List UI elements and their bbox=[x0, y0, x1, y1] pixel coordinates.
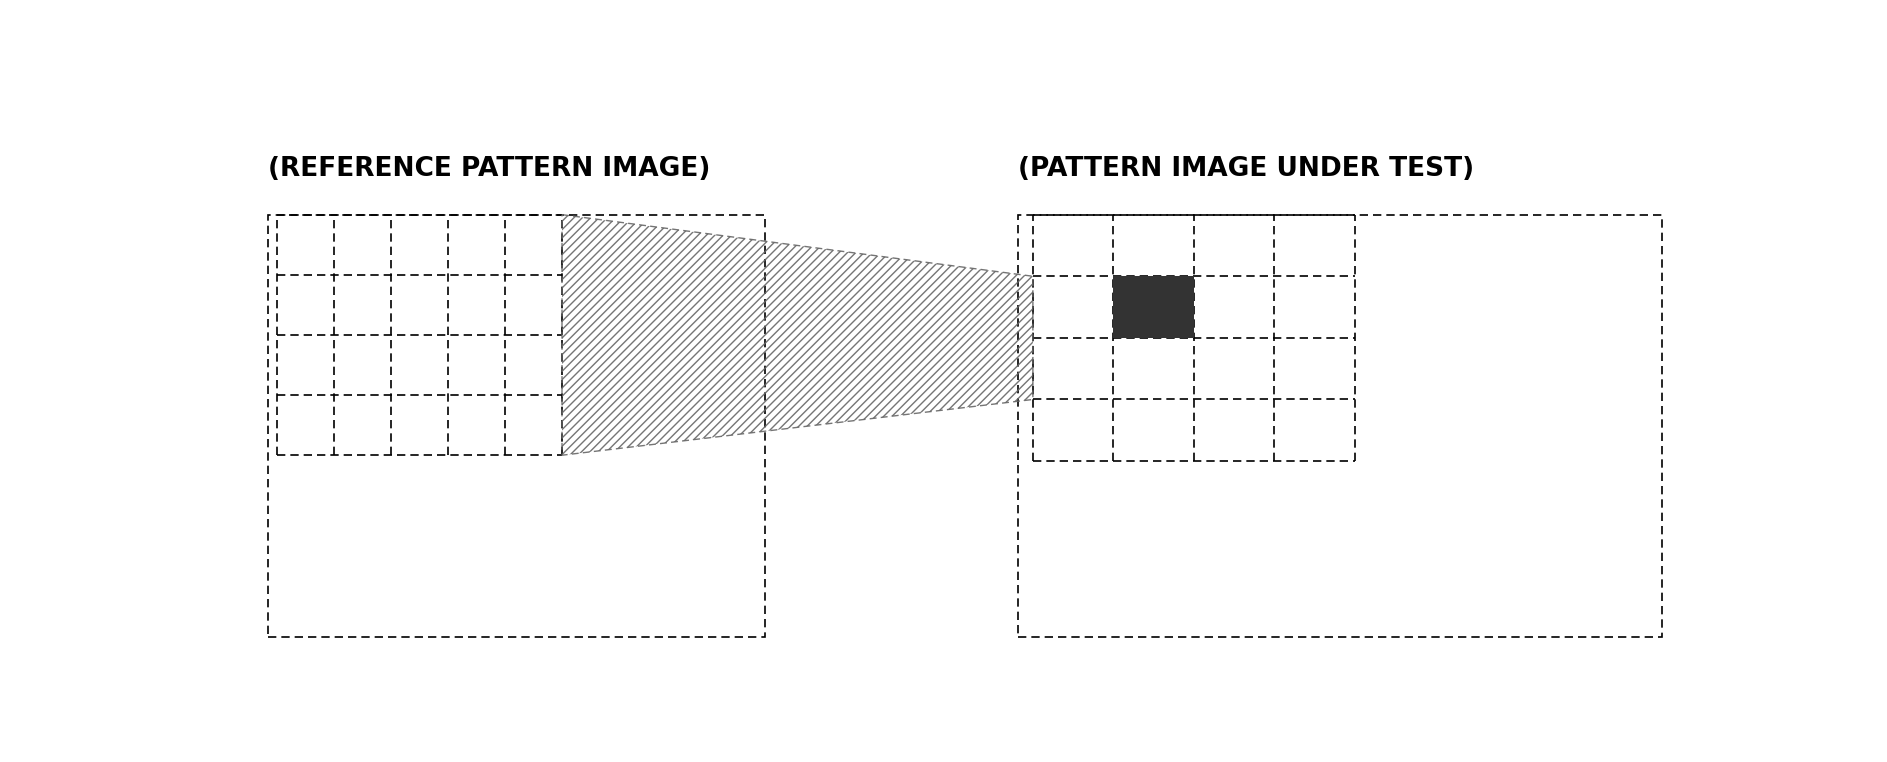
Bar bbox=[1113, 277, 1194, 338]
Bar bbox=[268, 215, 766, 637]
Bar bbox=[1019, 215, 1662, 637]
Text: (REFERENCE PATTERN IMAGE): (REFERENCE PATTERN IMAGE) bbox=[268, 156, 710, 182]
Text: (PATTERN IMAGE UNDER TEST): (PATTERN IMAGE UNDER TEST) bbox=[1019, 156, 1474, 182]
